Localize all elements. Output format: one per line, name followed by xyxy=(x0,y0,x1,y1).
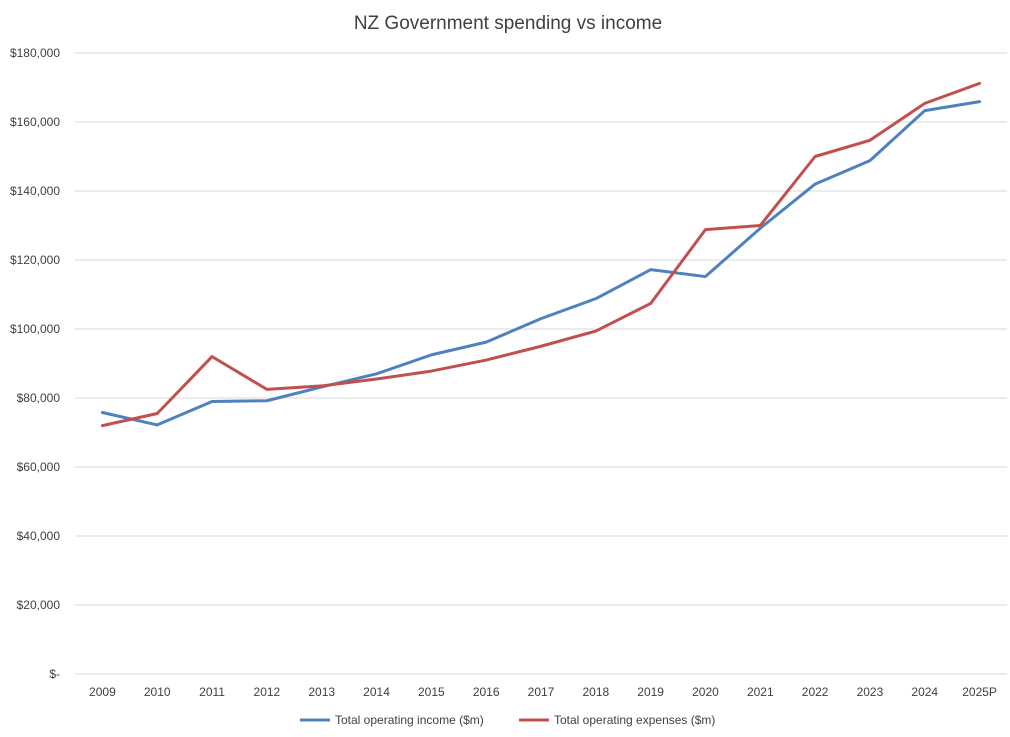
y-tick-label: $80,000 xyxy=(17,391,61,405)
y-axis-ticks: $- $20,000 $40,000 $60,000 $80,000 $100,000 $1… xyxy=(10,46,60,681)
x-tick-label: 2013 xyxy=(308,685,335,699)
legend-label-income: Total operating income ($m) xyxy=(335,713,484,727)
x-tick-label: 2019 xyxy=(637,685,664,699)
series-lines xyxy=(100,81,982,428)
chart-title: NZ Government spending vs income xyxy=(354,13,662,34)
x-tick-label: 2011 xyxy=(199,685,225,699)
y-tick-label: $120,000 xyxy=(10,253,60,267)
x-tick-label: 2020 xyxy=(692,685,719,699)
expenses-series-line xyxy=(100,81,982,428)
x-tick-label: 2015 xyxy=(418,685,445,699)
x-tick-label: 2018 xyxy=(582,685,609,699)
y-tick-label: $60,000 xyxy=(17,460,61,474)
x-tick-label: 2016 xyxy=(473,685,500,699)
y-tick-label: $160,000 xyxy=(10,115,60,129)
x-tick-label: 2025P xyxy=(962,685,997,699)
x-tick-label: 2017 xyxy=(528,685,555,699)
x-tick-label: 2021 xyxy=(747,685,774,699)
legend-label-expenses: Total operating expenses ($m) xyxy=(554,713,715,727)
x-tick-label: 2023 xyxy=(857,685,884,699)
y-tick-label: $- xyxy=(49,667,60,681)
y-tick-label: $20,000 xyxy=(17,598,61,612)
x-tick-label: 2024 xyxy=(911,685,938,699)
x-tick-label: 2014 xyxy=(363,685,390,699)
x-tick-label: 2009 xyxy=(89,685,116,699)
gridlines xyxy=(75,52,1007,675)
legend: Total operating income ($m) Total operati… xyxy=(300,713,715,727)
y-tick-label: $140,000 xyxy=(10,184,60,198)
x-axis-ticks: 2009 2010 2011 2012 2013 2014 2015 2016 2017 2018… xyxy=(89,685,997,699)
x-tick-label: 2012 xyxy=(254,685,281,699)
y-tick-label: $40,000 xyxy=(17,529,61,543)
y-tick-label: $180,000 xyxy=(10,46,60,60)
x-tick-label: 2010 xyxy=(144,685,171,699)
y-tick-label: $100,000 xyxy=(10,322,60,336)
income-series-line xyxy=(100,100,982,427)
x-tick-label: 2022 xyxy=(802,685,829,699)
